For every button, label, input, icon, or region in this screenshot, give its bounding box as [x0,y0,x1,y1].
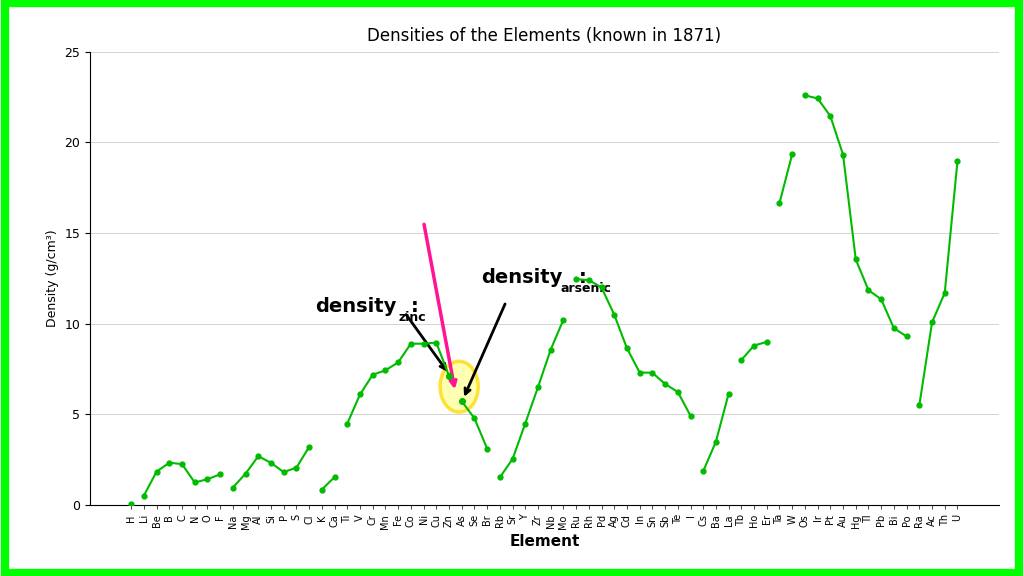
Text: :: : [411,297,419,316]
Text: density: density [315,297,397,316]
Ellipse shape [440,361,478,412]
X-axis label: Element: Element [509,535,580,550]
Text: density: density [480,268,562,287]
Text: arsenic: arsenic [561,282,611,295]
Text: zinc: zinc [398,311,426,324]
Title: Densities of the Elements (known in 1871): Densities of the Elements (known in 1871… [368,26,721,44]
Y-axis label: Density (g/cm³): Density (g/cm³) [46,230,58,327]
Text: :: : [579,268,587,287]
